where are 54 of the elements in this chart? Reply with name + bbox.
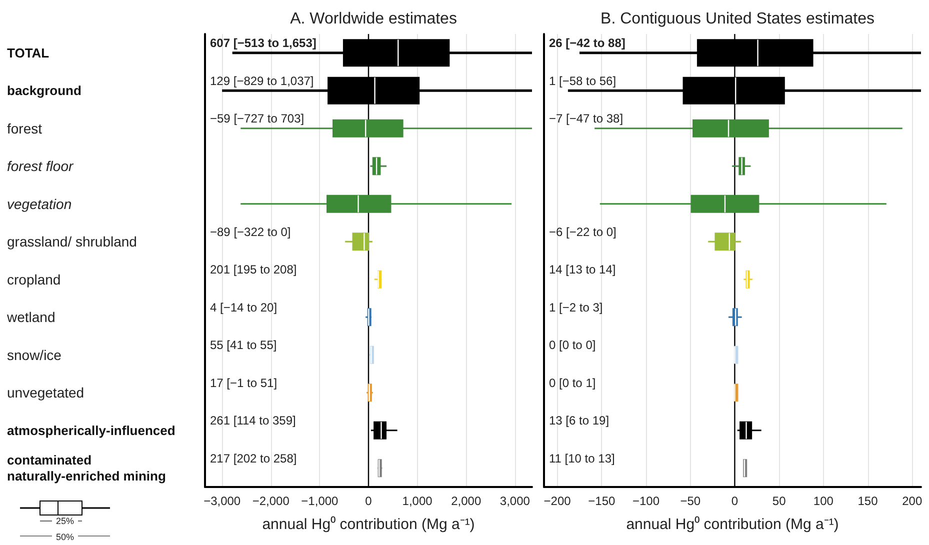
- text: 261 [114 to 359]: [210, 414, 296, 428]
- text: 201 [195 to 208]: [210, 262, 297, 277]
- chart-title: B. Contiguous United States estimates: [600, 10, 874, 28]
- text: 4 [−14 to 20]: [210, 300, 278, 314]
- x-tick-label: 150: [858, 494, 878, 508]
- text: 0 [0 to 1]: [549, 376, 596, 390]
- text: 217 [202 to 258]: [210, 451, 297, 466]
- x-tick-label: 100: [813, 494, 834, 508]
- x-tick-label: 1,000: [402, 494, 433, 508]
- y-tick-label: cropland: [7, 271, 61, 288]
- x-tick-label: −3,000: [204, 494, 241, 508]
- y-tick-label: grassland/ shrubland: [7, 234, 137, 250]
- y-tick-label: vegetation: [7, 196, 72, 212]
- text: 607 [−513 to 1,653]: [210, 36, 316, 50]
- text: −7 [−47 to 38]: [549, 112, 624, 126]
- text: 17 [−1 to 51]: [210, 376, 278, 390]
- chart-title: A. Worldwide estimates: [290, 10, 457, 28]
- text: 50%: [56, 532, 74, 542]
- text: 129 [−829 to 1,037]: [210, 74, 314, 88]
- text: 55 [41 to 55]: [210, 338, 277, 352]
- text: 26 [−42 to 88]: [549, 36, 626, 50]
- text: 1 [−2 to 3]: [549, 300, 603, 314]
- x-axis-title: annual Hg⁰ contribution (Mg a⁻¹): [626, 516, 839, 533]
- x-tick-label: 0: [731, 494, 738, 508]
- y-tick-label: TOTAL: [7, 45, 50, 60]
- x-tick-label: −1,000: [301, 494, 339, 508]
- x-tick-label: 3,000: [500, 494, 530, 508]
- y-tick-label: forest floor: [7, 158, 74, 174]
- y-tick-label: forest: [7, 120, 42, 136]
- text: 1 [−58 to 56]: [549, 74, 616, 88]
- x-tick-label: −2,000: [252, 494, 290, 508]
- text: −6 [−22 to 0]: [549, 224, 616, 239]
- text: 11 [10 to 13]: [549, 451, 615, 466]
- x-tick-label: 200: [902, 494, 922, 508]
- text: 13 [6 to 19]: [549, 414, 610, 428]
- x-tick-label: 50: [772, 494, 786, 508]
- x-tick-label: −150: [588, 494, 616, 508]
- x-tick-label: −200: [544, 494, 572, 508]
- text: −59 [−727 to 703]: [210, 112, 304, 126]
- y-tick-label: wetland: [6, 309, 56, 326]
- text: 25%: [56, 516, 74, 526]
- x-tick-label: −50: [680, 494, 701, 508]
- y-tick-label: background: [7, 83, 82, 98]
- y-tick-label: snow/ice: [7, 346, 62, 363]
- y-tick-label: unvegetated: [7, 384, 84, 401]
- x-tick-label: −100: [632, 494, 660, 508]
- text: −89 [−322 to 0]: [210, 224, 291, 239]
- text: 0 [0 to 0]: [549, 338, 596, 352]
- x-tick-label: 0: [365, 494, 372, 508]
- x-tick-label: 2,000: [451, 494, 482, 508]
- x-axis-title: annual Hg⁰ contribution (Mg a⁻¹): [262, 516, 475, 533]
- text: 14 [13 to 14]: [549, 262, 616, 277]
- y-tick-label: contaminated naturally-enriched mining: [7, 452, 166, 484]
- y-tick-label: atmospherically-influenced: [7, 422, 176, 438]
